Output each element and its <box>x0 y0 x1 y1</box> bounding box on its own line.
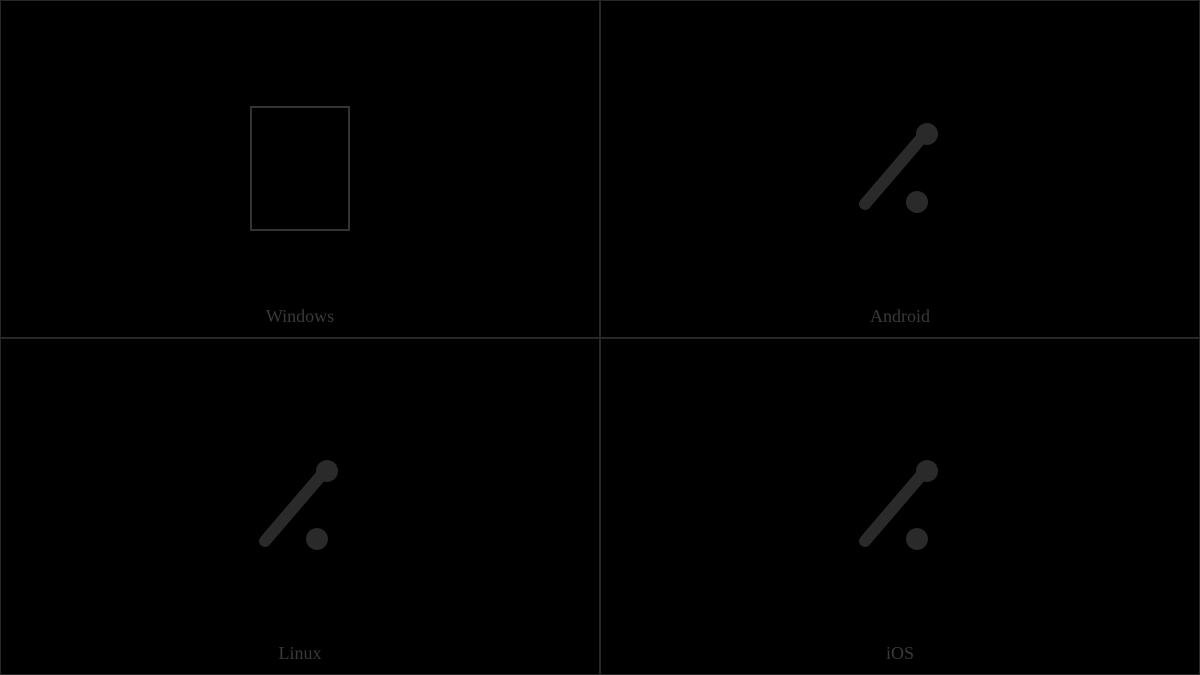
glyph-container <box>800 69 1000 269</box>
panel-ios: iOS <box>600 338 1200 675</box>
panel-label-android: Android <box>870 306 930 327</box>
panel-linux: Linux <box>0 338 600 675</box>
panel-label-windows: Windows <box>266 306 334 327</box>
panel-label-linux: Linux <box>279 643 322 664</box>
panel-windows: Windows <box>0 0 600 338</box>
glyph-comparison-grid: Windows Android Linux <box>0 0 1200 675</box>
panel-label-ios: iOS <box>886 643 914 664</box>
missing-glyph-box <box>250 106 350 231</box>
glyph-container <box>200 406 400 606</box>
glyph-icon <box>825 94 975 244</box>
glyph-icon <box>225 431 375 581</box>
glyph-icon <box>825 431 975 581</box>
glyph-container <box>200 69 400 269</box>
panel-android: Android <box>600 0 1200 338</box>
glyph-container <box>800 406 1000 606</box>
